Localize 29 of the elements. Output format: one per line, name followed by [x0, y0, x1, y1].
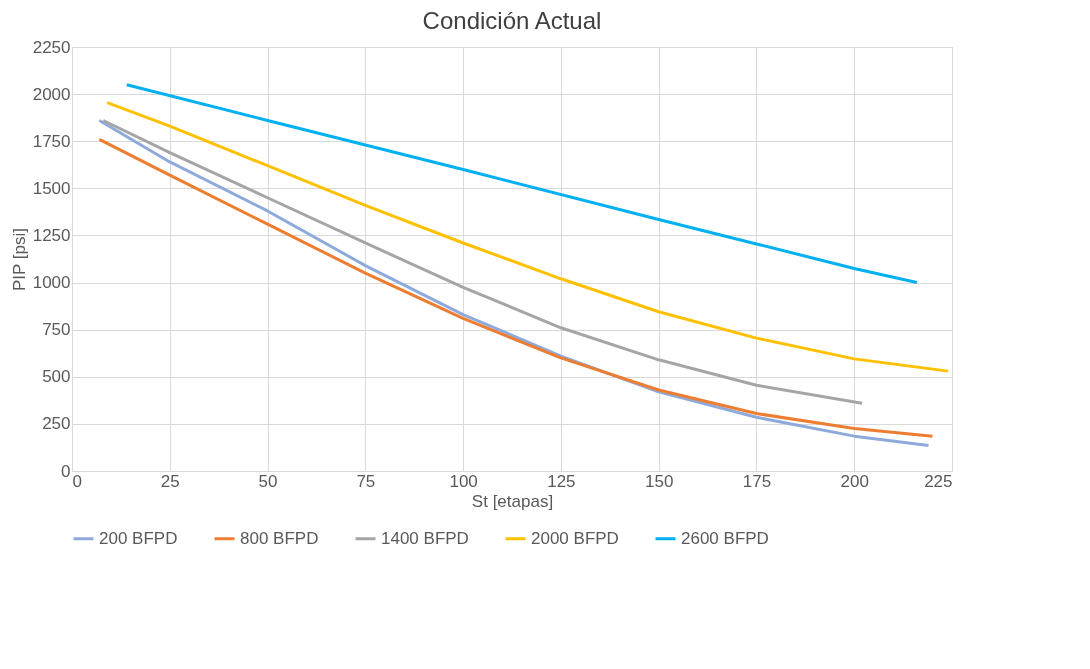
y-tick-label: 2250: [32, 37, 71, 57]
x-axis-title: St [etapas]: [471, 491, 554, 511]
line-series: [101, 118, 864, 405]
y-tick-label: 1000: [32, 273, 71, 293]
y-tick-label: 1500: [32, 178, 71, 198]
line-series: [105, 101, 950, 373]
y-tick-label: 750: [42, 320, 71, 340]
y-tick-label: 250: [42, 414, 71, 434]
legend-label: 1400 BFPD: [381, 528, 469, 548]
legend-label: 200 BFPD: [99, 528, 178, 548]
x-tick-label: 75: [356, 471, 376, 491]
y-tick-label: 2000: [32, 84, 71, 104]
line-series: [125, 83, 919, 285]
y-tick-label: 1250: [32, 225, 71, 245]
legend-label: 800 BFPD: [240, 528, 319, 548]
x-tick-label: 100: [449, 471, 478, 491]
x-tick-label: 25: [160, 471, 180, 491]
x-tick-label: 150: [644, 471, 674, 491]
x-tick-label: 225: [924, 471, 953, 491]
x-tick-label: 175: [742, 471, 772, 491]
legend-label: 2600 BFPD: [681, 528, 769, 548]
y-tick-label: 500: [42, 367, 71, 387]
x-tick-label: 125: [547, 471, 576, 491]
y-tick-label: 1750: [32, 131, 71, 151]
y-axis-title: PIP [psi]: [9, 228, 29, 291]
x-tick-label: 50: [258, 471, 278, 491]
chart-title: Condición Actual: [422, 7, 602, 34]
legend-label: 2000 BFPD: [531, 528, 619, 548]
x-tick-label: 200: [840, 471, 869, 491]
